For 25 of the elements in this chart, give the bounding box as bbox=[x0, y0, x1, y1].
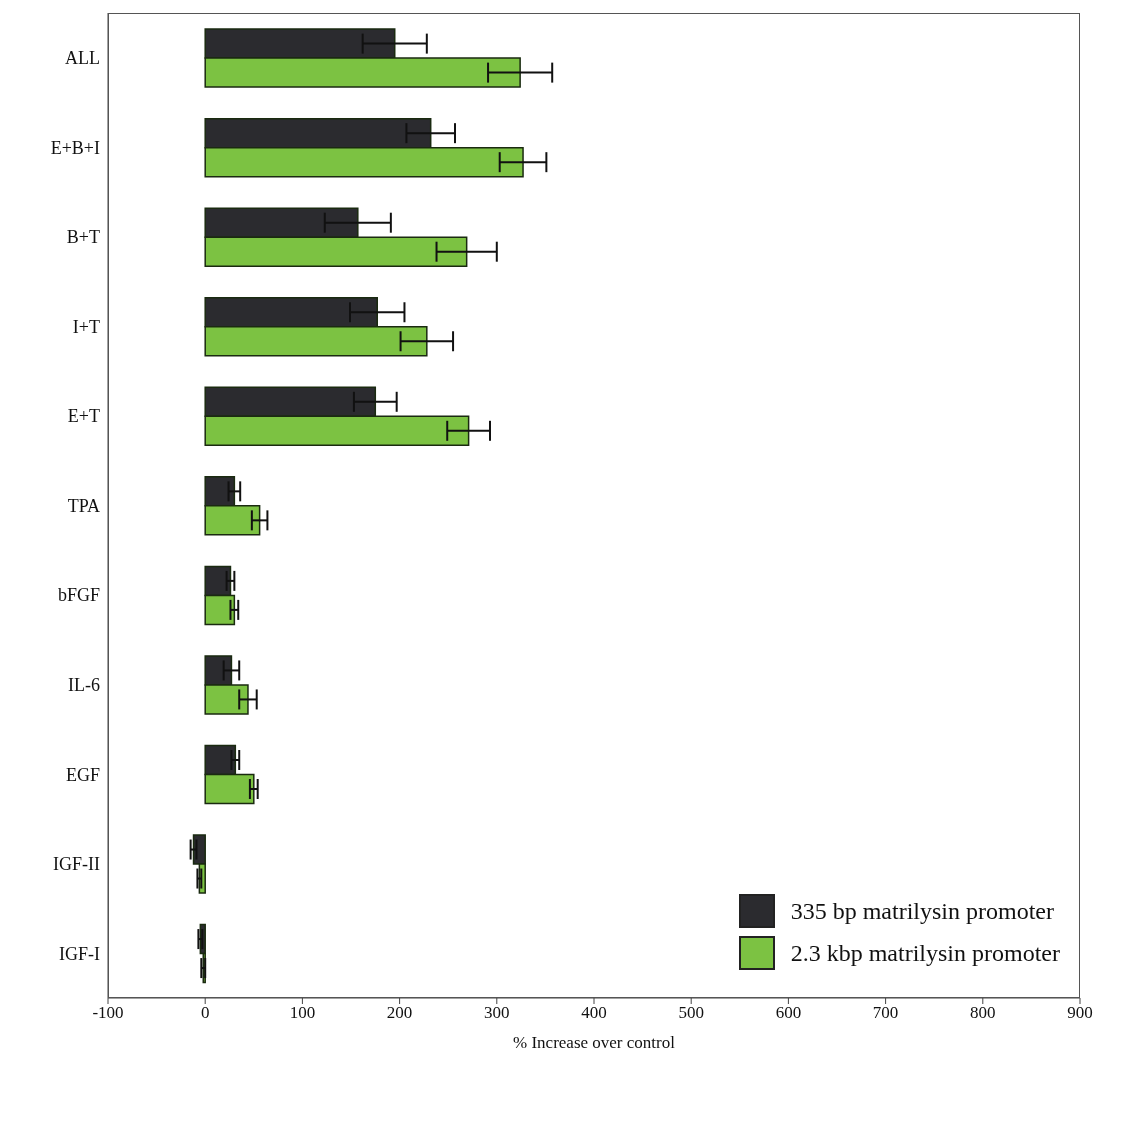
y-tick-label: EGF bbox=[65, 764, 100, 785]
x-tick-label: 600 bbox=[775, 1003, 802, 1023]
y-tick-label: B+T bbox=[66, 227, 100, 248]
y-tick-label: bFGF bbox=[57, 585, 100, 606]
x-tick-label: 100 bbox=[289, 1003, 316, 1023]
x-tick-label: 0 bbox=[200, 1003, 210, 1023]
y-tick-label: IGF-II bbox=[53, 854, 100, 875]
y-tick-label: E+T bbox=[67, 406, 100, 427]
x-tick-label: 500 bbox=[678, 1003, 704, 1023]
x-tick-label: 300 bbox=[484, 1003, 510, 1023]
y-tick-label: ALL bbox=[65, 48, 100, 69]
x-tick-label: 800 bbox=[970, 1003, 996, 1023]
y-tick-label: IL-6 bbox=[68, 674, 100, 695]
legend-label: 2.3 kbp matrilysin promoter bbox=[790, 939, 1060, 967]
y-tick-label: TPA bbox=[67, 495, 100, 516]
x-tick-label: 400 bbox=[581, 1003, 607, 1023]
y-tick-label: I+T bbox=[72, 316, 100, 337]
y-tick-label: IGF-I bbox=[59, 943, 100, 964]
x-tick-label: -100 bbox=[92, 1003, 124, 1023]
x-tick-label: 200 bbox=[386, 1003, 413, 1023]
x-tick-label: 700 bbox=[872, 1003, 899, 1023]
x-tick-label: 900 bbox=[1067, 1003, 1093, 1023]
x-axis-title: % Increase over control bbox=[513, 1033, 676, 1052]
legend-label: 335 bp matrilysin promoter bbox=[790, 897, 1054, 925]
y-tick-label: E+B+I bbox=[50, 137, 100, 158]
